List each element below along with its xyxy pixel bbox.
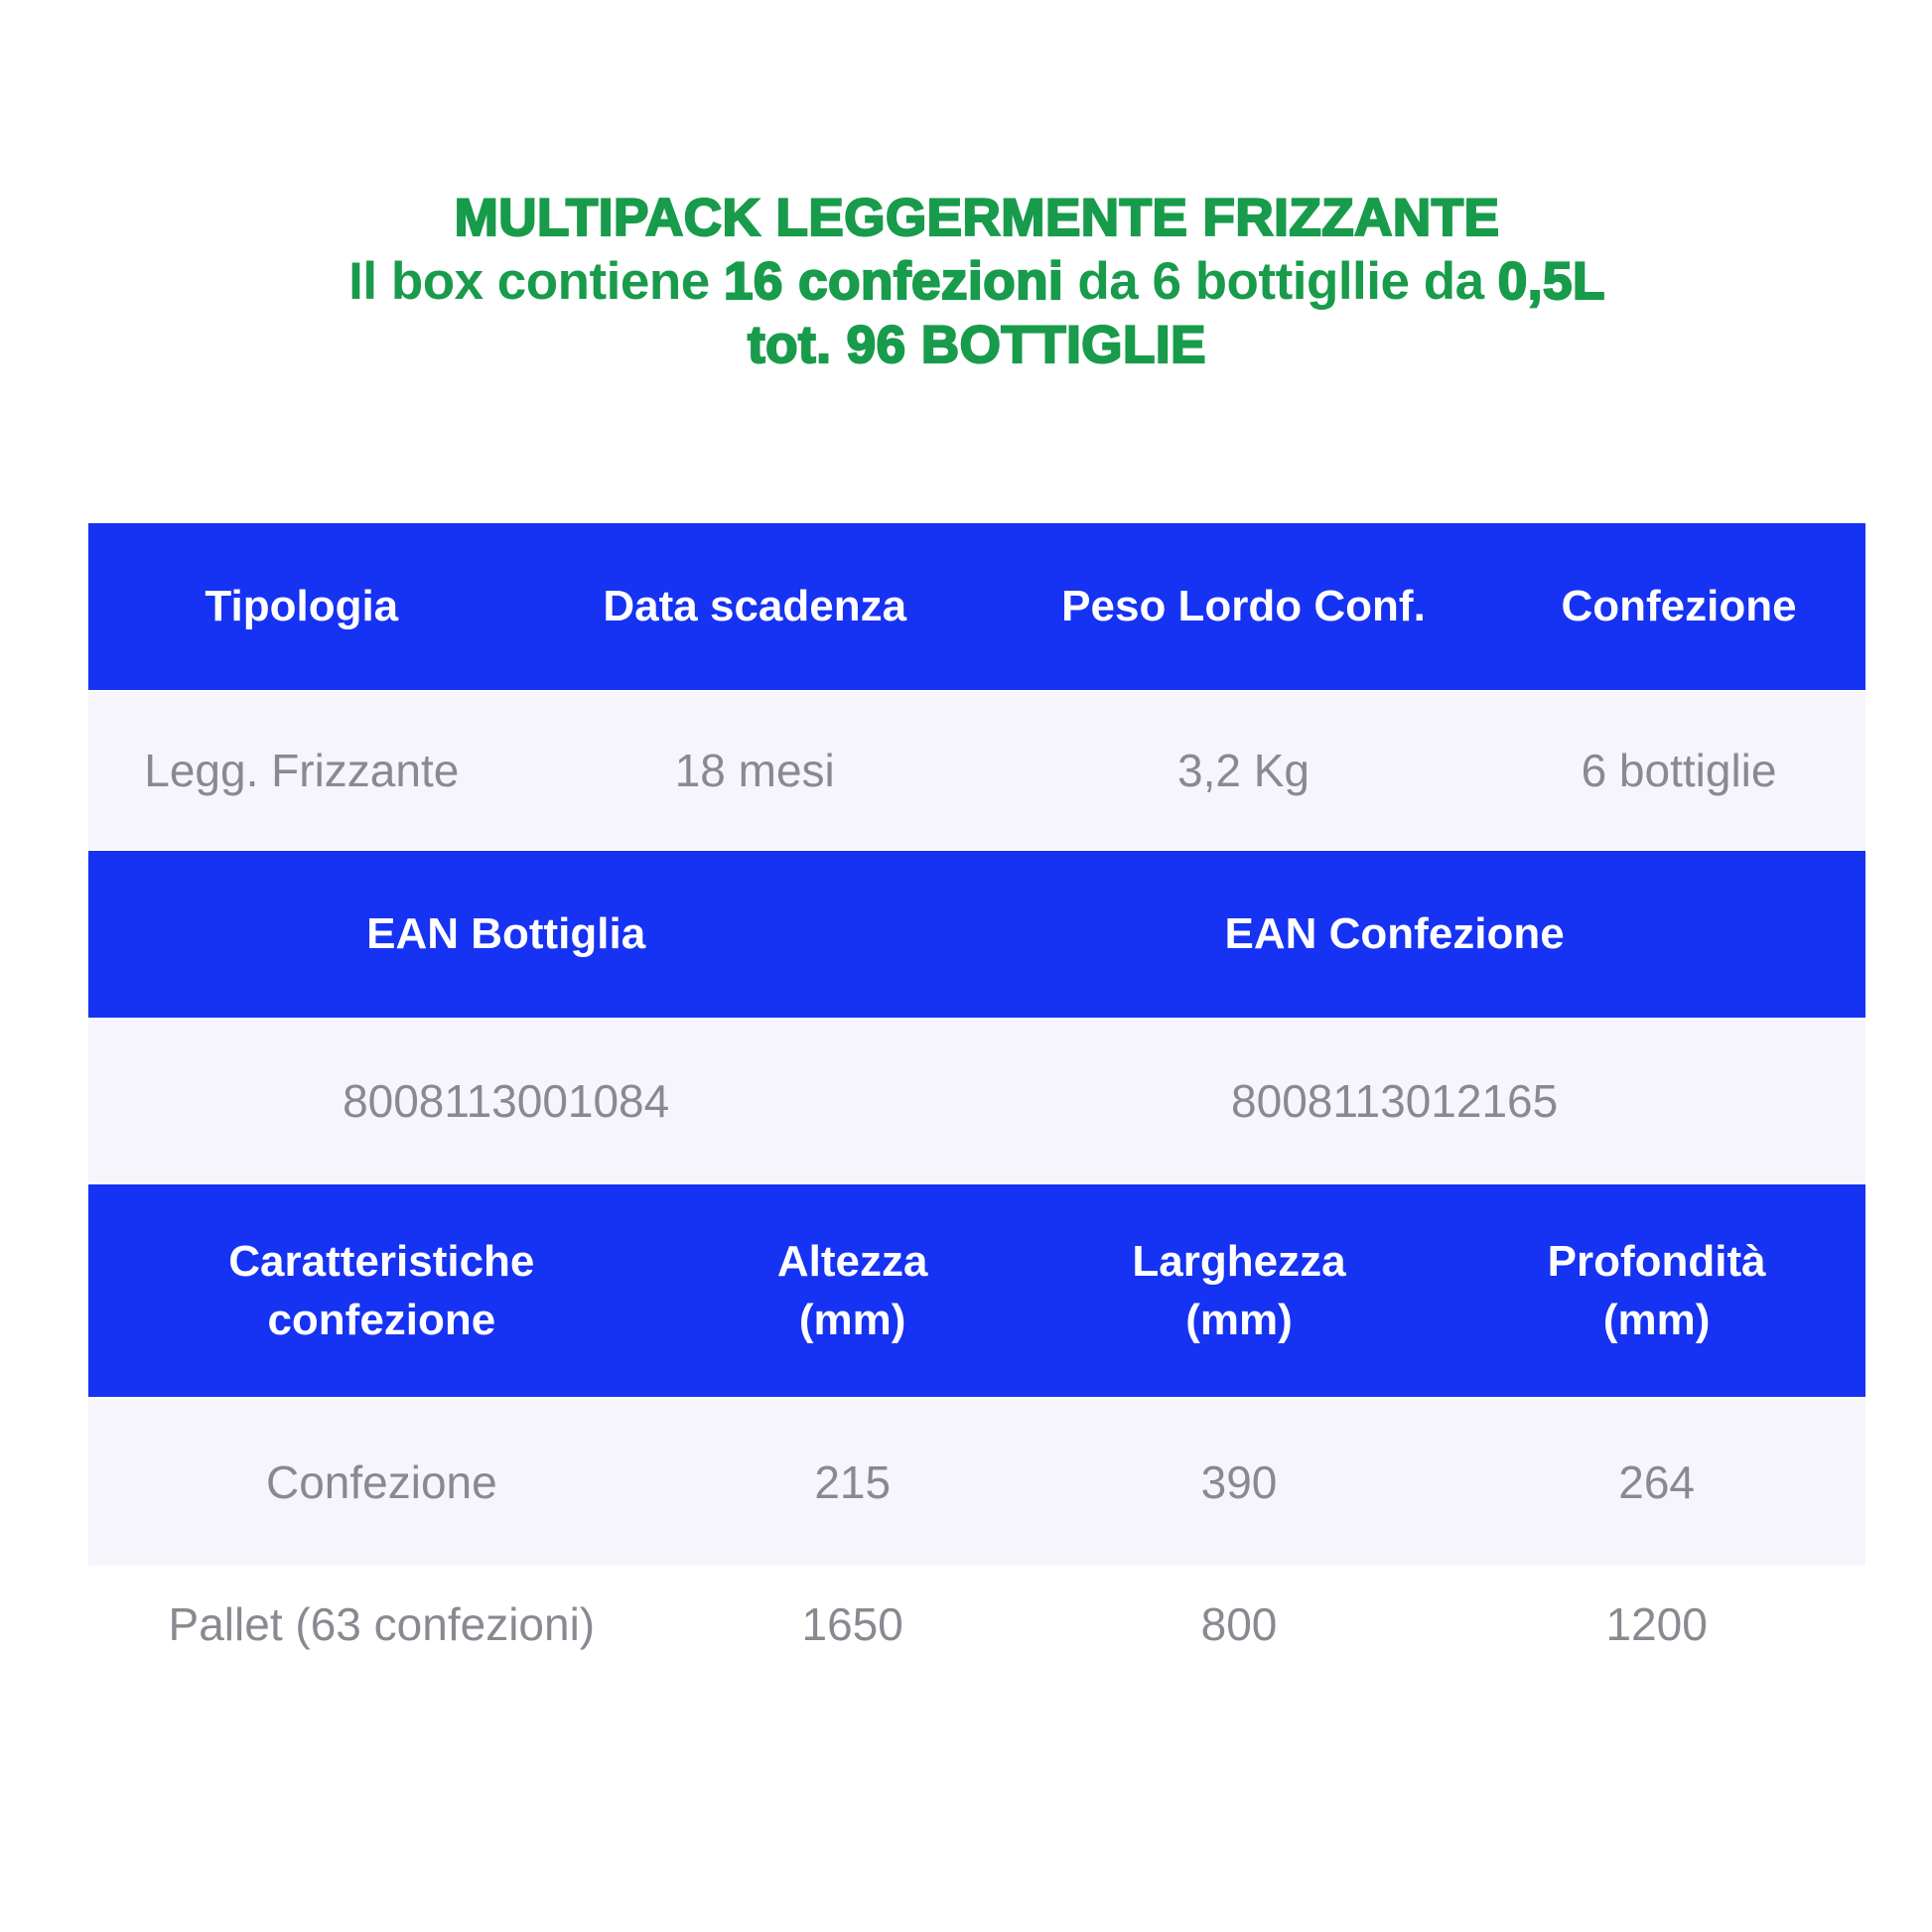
title-line-2-text-2: da 6 bottigllie da <box>1063 252 1498 311</box>
value-cell-pallet-label: Pallet (63 confezioni) <box>168 1598 596 1651</box>
value-cell-ean-confezione: 8008113012165 <box>1231 1074 1559 1127</box>
ean-data-row: 8008113001084 8008113012165 <box>88 1020 1865 1182</box>
value-cell-confezione-altezza: 215 <box>814 1455 892 1508</box>
value-cell-confezione-larghezza: 390 <box>1200 1455 1278 1508</box>
value-cell-pallet-altezza: 1650 <box>801 1598 903 1651</box>
title-line-2-text: Il box contiene <box>348 252 724 311</box>
header-cell-confezione: Confezione <box>1561 582 1797 631</box>
value-cell-pallet-profondita: 1200 <box>1605 1598 1708 1651</box>
value-cell-confezione-profondita: 264 <box>1618 1455 1696 1508</box>
product-data-row: Legg. Frizzante 18 mesi 3,2 Kg 6 bottigl… <box>88 692 1865 849</box>
title-line-3: tot. 96 BOTTIGLIE <box>747 315 1207 375</box>
value-cell-confezione: 6 bottiglie <box>1581 744 1777 796</box>
title-line-2-bold-volume: 0,5L <box>1497 251 1606 312</box>
title-line-2: Il box contiene 16 confezioni da 6 botti… <box>88 250 1865 314</box>
dimensions-row-confezione: Confezione 215 390 264 <box>88 1399 1865 1566</box>
header-cell-peso-lordo: Peso Lordo Conf. <box>1061 582 1426 631</box>
header-cell-profondita: Profondità (mm) <box>1547 1236 1766 1344</box>
header-cell-ean-confezione: EAN Confezione <box>1224 909 1565 959</box>
page-title: MULTIPACK LEGGERMENTE FRIZZANTE Il box c… <box>88 0 1865 377</box>
value-cell-peso-lordo: 3,2 Kg <box>1176 744 1310 796</box>
ean-header-row: EAN Bottiglia EAN Confezione <box>88 851 1865 1018</box>
value-cell-data-scadenza: 18 mesi <box>674 744 835 796</box>
header-cell-data-scadenza: Data scadenza <box>603 582 907 631</box>
value-cell-ean-bottiglia: 8008113001084 <box>343 1074 670 1127</box>
title-line-2-bold-count: 16 confezioni <box>723 251 1064 312</box>
header-cell-tipologia: Tipologia <box>205 582 399 631</box>
value-cell-tipologia: Legg. Frizzante <box>144 744 460 796</box>
content-column: MULTIPACK LEGGERMENTE FRIZZANTE Il box c… <box>88 0 1865 1684</box>
dimensions-header-row: Caratteristiche confezione Altezza (mm) … <box>88 1184 1865 1397</box>
value-cell-confezione-label: Confezione <box>265 1455 497 1508</box>
header-cell-caratteristiche: Caratteristiche confezione <box>228 1236 535 1344</box>
header-cell-altezza: Altezza (mm) <box>776 1236 928 1344</box>
value-cell-pallet-larghezza: 800 <box>1200 1598 1278 1651</box>
dimensions-row-pallet: Pallet (63 confezioni) 1650 800 1200 <box>88 1568 1865 1682</box>
spec-table: Tipologia Data scadenza Peso Lordo Conf.… <box>88 523 1865 1682</box>
header-cell-ean-bottiglia: EAN Bottiglia <box>366 909 646 959</box>
product-header-row: Tipologia Data scadenza Peso Lordo Conf.… <box>88 523 1865 690</box>
header-cell-larghezza: Larghezza (mm) <box>1132 1236 1346 1344</box>
title-line-1: MULTIPACK LEGGERMENTE FRIZZANTE <box>453 188 1500 248</box>
